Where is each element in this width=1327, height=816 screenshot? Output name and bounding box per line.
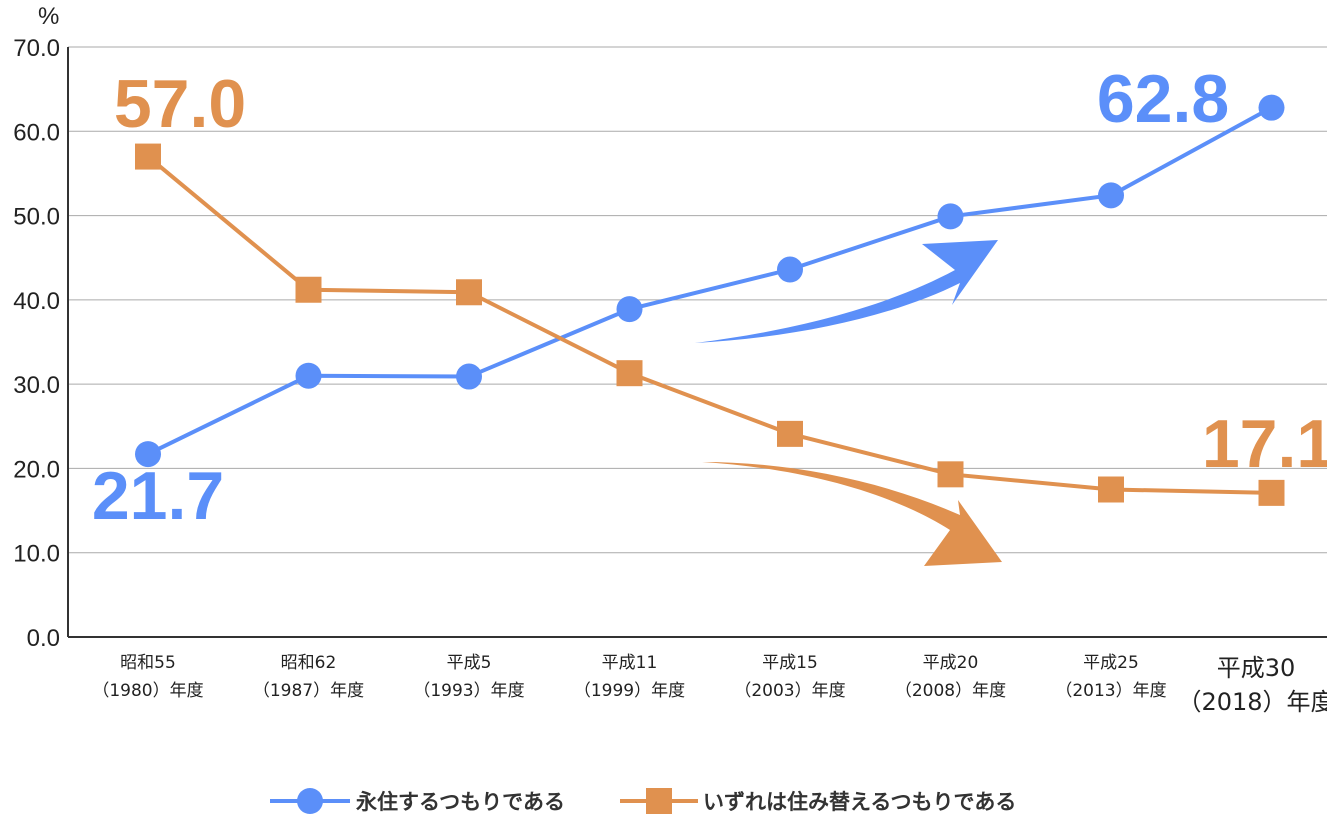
legend-item: いずれは住み替えるつもりである — [620, 788, 1016, 814]
data-point — [777, 420, 803, 447]
legend-marker — [646, 788, 672, 814]
data-point — [456, 279, 482, 306]
y-axis-ticks: 0.0 10.0 20.0 30.0 40.0 50.0 60.0 70.0 — [13, 35, 60, 652]
data-point — [295, 276, 322, 303]
data-point — [616, 296, 643, 323]
x-category-label: 平成25 — [1083, 653, 1139, 673]
data-point — [1098, 182, 1124, 209]
data-point — [1098, 476, 1124, 503]
legend-label: いずれは住み替えるつもりである — [703, 790, 1016, 814]
value-callout: 57.0 — [114, 66, 246, 142]
series-group — [135, 94, 1285, 506]
data-point — [777, 256, 803, 283]
y-tick-label: 70.0 — [13, 35, 60, 62]
value-callout: 17.1 — [1202, 406, 1327, 482]
y-tick-label: 30.0 — [13, 372, 60, 399]
x-category-label: 平成20 — [923, 653, 979, 673]
x-category-label: 平成30 — [1217, 654, 1296, 682]
x-category-sublabel: （2013）年度 — [1055, 681, 1166, 701]
data-point — [295, 362, 322, 389]
x-category-label: 平成15 — [762, 653, 818, 673]
value-callout: 62.8 — [1097, 61, 1229, 137]
x-category-sublabel: （1980）年度 — [92, 681, 203, 701]
data-point — [135, 143, 161, 170]
legend-item: 永住するつもりである — [270, 788, 565, 814]
x-category-label: 昭和55 — [120, 653, 176, 673]
series-line — [147, 105, 1273, 456]
legend: 永住するつもりである いずれは住み替えるつもりである — [270, 788, 1016, 814]
data-point — [1258, 479, 1285, 506]
y-tick-label: 60.0 — [13, 119, 60, 146]
x-category-label: 平成5 — [447, 653, 492, 673]
y-tick-label: 40.0 — [13, 288, 60, 315]
legend-label: 永住するつもりである — [355, 790, 565, 814]
y-tick-label: 50.0 — [13, 204, 60, 231]
series-1 — [135, 143, 1285, 506]
trend-arrows — [695, 240, 1002, 566]
x-category-sublabel: （1999）年度 — [574, 681, 685, 701]
x-category-sublabel: （1987）年度 — [253, 681, 364, 701]
value-callouts: 57.0 21.7 62.8 17.1 — [92, 61, 1327, 534]
legend-marker — [297, 788, 323, 814]
x-category-sublabel: （2008）年度 — [895, 681, 1006, 701]
y-tick-label: 0.0 — [27, 625, 60, 652]
series-line — [146, 155, 1272, 495]
x-category-sublabel: （2018）年度 — [1177, 688, 1327, 716]
x-category-sublabel: （2003）年度 — [734, 681, 845, 701]
x-category-label: 昭和62 — [281, 653, 337, 673]
value-callout: 21.7 — [92, 458, 224, 534]
x-axis-categories: 昭和55 （1980）年度 昭和62 （1987）年度 平成5 （1993）年度 平成11 （… — [92, 653, 1327, 716]
y-axis-unit: % — [38, 3, 59, 30]
upward-trend-arrow — [695, 240, 998, 343]
data-point — [456, 363, 482, 390]
data-point — [937, 203, 964, 230]
axes — [67, 47, 1327, 638]
x-category-label: 平成11 — [602, 653, 658, 673]
data-point — [616, 360, 643, 387]
data-point — [1258, 94, 1285, 121]
grid-lines — [68, 46, 1327, 554]
y-tick-label: 10.0 — [13, 541, 60, 568]
data-point — [135, 441, 161, 468]
series-0 — [135, 94, 1285, 468]
x-category-sublabel: （1993）年度 — [413, 681, 524, 701]
data-point — [937, 461, 964, 488]
downward-trend-arrow — [702, 462, 1002, 566]
y-tick-label: 20.0 — [13, 456, 60, 483]
